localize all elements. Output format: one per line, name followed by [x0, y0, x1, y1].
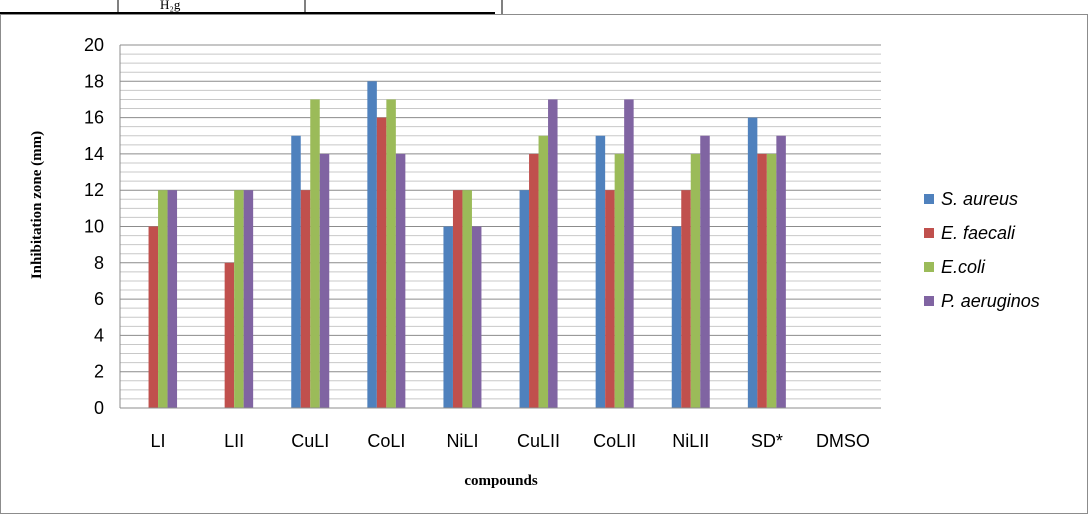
- bar-LII-e-coli: [234, 190, 244, 408]
- legend-label: S. aureus: [941, 189, 1018, 209]
- table-fragment-text: H₂g: [160, 0, 181, 12]
- x-tick-label: CuLII: [517, 431, 560, 451]
- bar-CuLI-p-aeruginos: [319, 153, 330, 408]
- x-tick-label: CoLI: [367, 431, 405, 451]
- y-tick-label: 10: [84, 217, 104, 237]
- bar-NiLI-s-aureus: [443, 226, 453, 408]
- y-tick-label: 8: [94, 253, 104, 273]
- y-tick-label: 14: [84, 144, 104, 164]
- bar-CoLII-p-aeruginos: [624, 99, 634, 408]
- y-tick-label: 4: [94, 325, 104, 345]
- legend-label: E. faecali: [941, 223, 1016, 243]
- bar-CoLI-s-aureus: [367, 81, 377, 409]
- bar-LII-p-aeruginos: [243, 190, 254, 408]
- x-tick-label: SD*: [751, 431, 783, 451]
- y-axis-title: Inhibitation zone (mm): [29, 131, 45, 279]
- bar-CuLII-e-faecali: [529, 153, 539, 408]
- y-tick-label: 2: [94, 362, 104, 382]
- x-tick-label: CuLI: [291, 431, 329, 451]
- bar-NiLII-p-aeruginos: [700, 135, 710, 408]
- legend-swatch: [924, 194, 934, 204]
- bar-CuLI-e-faecali: [300, 190, 311, 408]
- bar-LI-p-aeruginos: [167, 190, 178, 408]
- bar-CoLII-e-coli: [614, 153, 625, 408]
- table-fragment: H₂g: [0, 0, 1089, 14]
- bar-chart: 0 2 4 6 8 10 12 14 16 18 20 LI LII CuLI CoLI NiLI CuLII…: [29, 35, 1040, 489]
- bar-CoLII-e-faecali: [605, 190, 615, 408]
- bar-LII-e-faecali: [224, 262, 235, 408]
- x-tick-label: LII: [224, 431, 244, 451]
- bar-CuLII-s-aureus: [519, 190, 530, 408]
- bar-CuLI-e-coli: [310, 99, 320, 408]
- bars: [148, 81, 786, 409]
- bar-SD*-e-faecali: [757, 153, 767, 408]
- x-tick-labels: LI LII CuLI CoLI NiLI CuLII CoLII NiLII SD* DMSO: [151, 431, 870, 451]
- legend-label: P. aeruginos: [941, 291, 1040, 311]
- bar-NiLI-e-faecali: [452, 190, 463, 408]
- y-tick-label: 16: [84, 108, 104, 128]
- legend: S. aureus E. faecali E.coli P. aeruginos: [924, 189, 1040, 311]
- bar-CoLI-e-faecali: [376, 117, 387, 408]
- bar-CoLI-p-aeruginos: [395, 153, 406, 408]
- y-tick-label: 20: [84, 35, 104, 55]
- bar-NiLII-s-aureus: [671, 226, 682, 408]
- bar-CuLII-p-aeruginos: [548, 99, 558, 408]
- bar-NiLII-e-faecali: [681, 190, 691, 408]
- axes: [119, 45, 881, 409]
- table-fragment-lines: H₂g: [0, 0, 503, 14]
- bar-SD*-s-aureus: [747, 117, 758, 408]
- bar-CuLI-s-aureus: [291, 135, 301, 408]
- legend-swatch: [924, 296, 934, 306]
- y-tick-labels: 0 2 4 6 8 10 12 14 16 18 20: [84, 35, 104, 418]
- bar-SD*-e-coli: [766, 153, 777, 408]
- x-axis-title: compounds: [464, 473, 538, 489]
- y-tick-label: 0: [94, 398, 104, 418]
- legend-swatch: [924, 262, 934, 272]
- x-tick-label: NiLI: [446, 431, 478, 451]
- bar-CoLI-e-coli: [386, 99, 396, 408]
- bar-LI-e-faecali: [148, 226, 159, 408]
- bar-NiLI-p-aeruginos: [471, 226, 482, 408]
- x-tick-label: LI: [151, 431, 166, 451]
- bar-NiLI-e-coli: [462, 190, 472, 408]
- bar-CuLII-e-coli: [538, 135, 549, 408]
- chart-container: 0 2 4 6 8 10 12 14 16 18 20 LI LII CuLI CoLI NiLI CuLII…: [0, 14, 1088, 514]
- bar-NiLII-e-coli: [690, 153, 701, 408]
- x-tick-label: CoLII: [593, 431, 636, 451]
- bar-SD*-p-aeruginos: [776, 135, 786, 408]
- bar-CoLII-s-aureus: [595, 135, 606, 408]
- legend-swatch: [924, 228, 934, 238]
- y-tick-label: 18: [84, 71, 104, 91]
- y-tick-label: 12: [84, 180, 104, 200]
- x-tick-label: DMSO: [816, 431, 870, 451]
- legend-label: E.coli: [941, 257, 986, 277]
- y-tick-label: 6: [94, 289, 104, 309]
- bar-LI-e-coli: [158, 190, 168, 408]
- x-tick-label: NiLII: [672, 431, 709, 451]
